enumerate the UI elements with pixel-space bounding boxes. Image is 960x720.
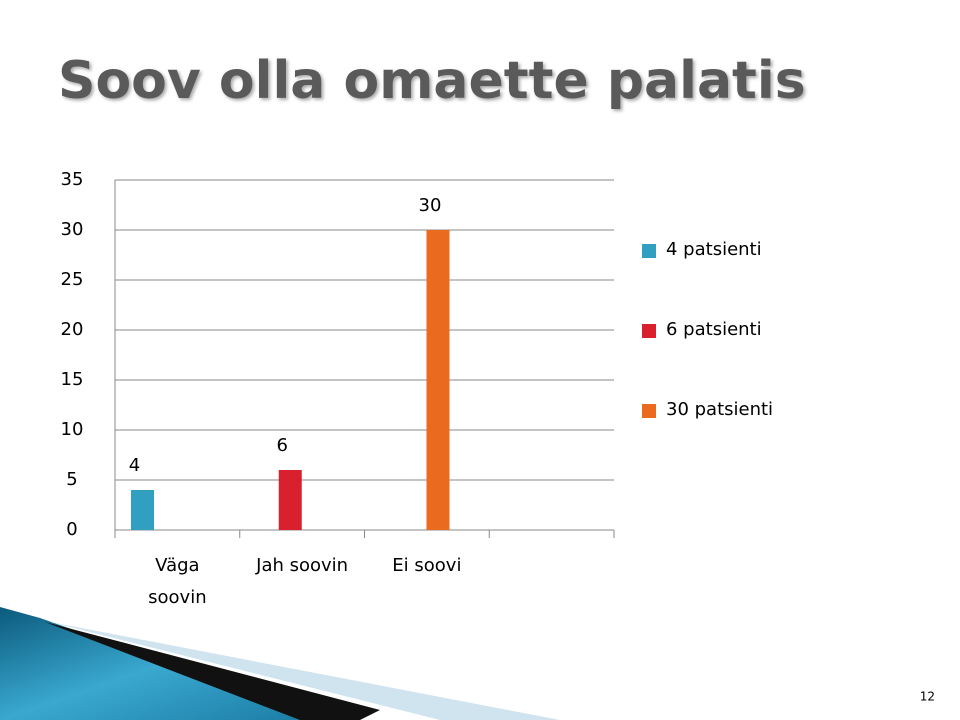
slide-title: Soov olla omaette palatis [58, 51, 806, 111]
legend-label: 4 patsienti [666, 239, 762, 260]
y-tick-label: 15 [61, 369, 84, 390]
y-tick-label: 5 [66, 469, 77, 490]
y-tick-label: 25 [61, 269, 84, 290]
decoration [50, 622, 560, 720]
y-tick-label: 20 [61, 319, 84, 340]
x-tick-label: Väga soovin [148, 555, 207, 608]
data-label: 6 [277, 435, 288, 456]
x-tick-label: Jah soovin [256, 555, 349, 576]
bar [426, 230, 450, 530]
x-tick-label: Ei soovi [392, 555, 462, 576]
y-tick-label: 35 [61, 169, 84, 190]
legend-label: 6 patsienti [666, 319, 762, 340]
y-tick-label: 0 [66, 519, 77, 540]
legend-swatch [642, 244, 656, 258]
legend-swatch [642, 404, 656, 418]
y-tick-label: 10 [61, 419, 84, 440]
data-label: 4 [129, 455, 140, 476]
legend-label: 30 patsienti [666, 399, 773, 420]
y-tick-label: 30 [61, 219, 84, 240]
legend-swatch [642, 324, 656, 338]
decoration [45, 622, 380, 720]
data-label: 30 [419, 195, 442, 216]
slide-number: 12 [920, 690, 935, 704]
bar [131, 490, 154, 530]
bar [278, 470, 302, 530]
